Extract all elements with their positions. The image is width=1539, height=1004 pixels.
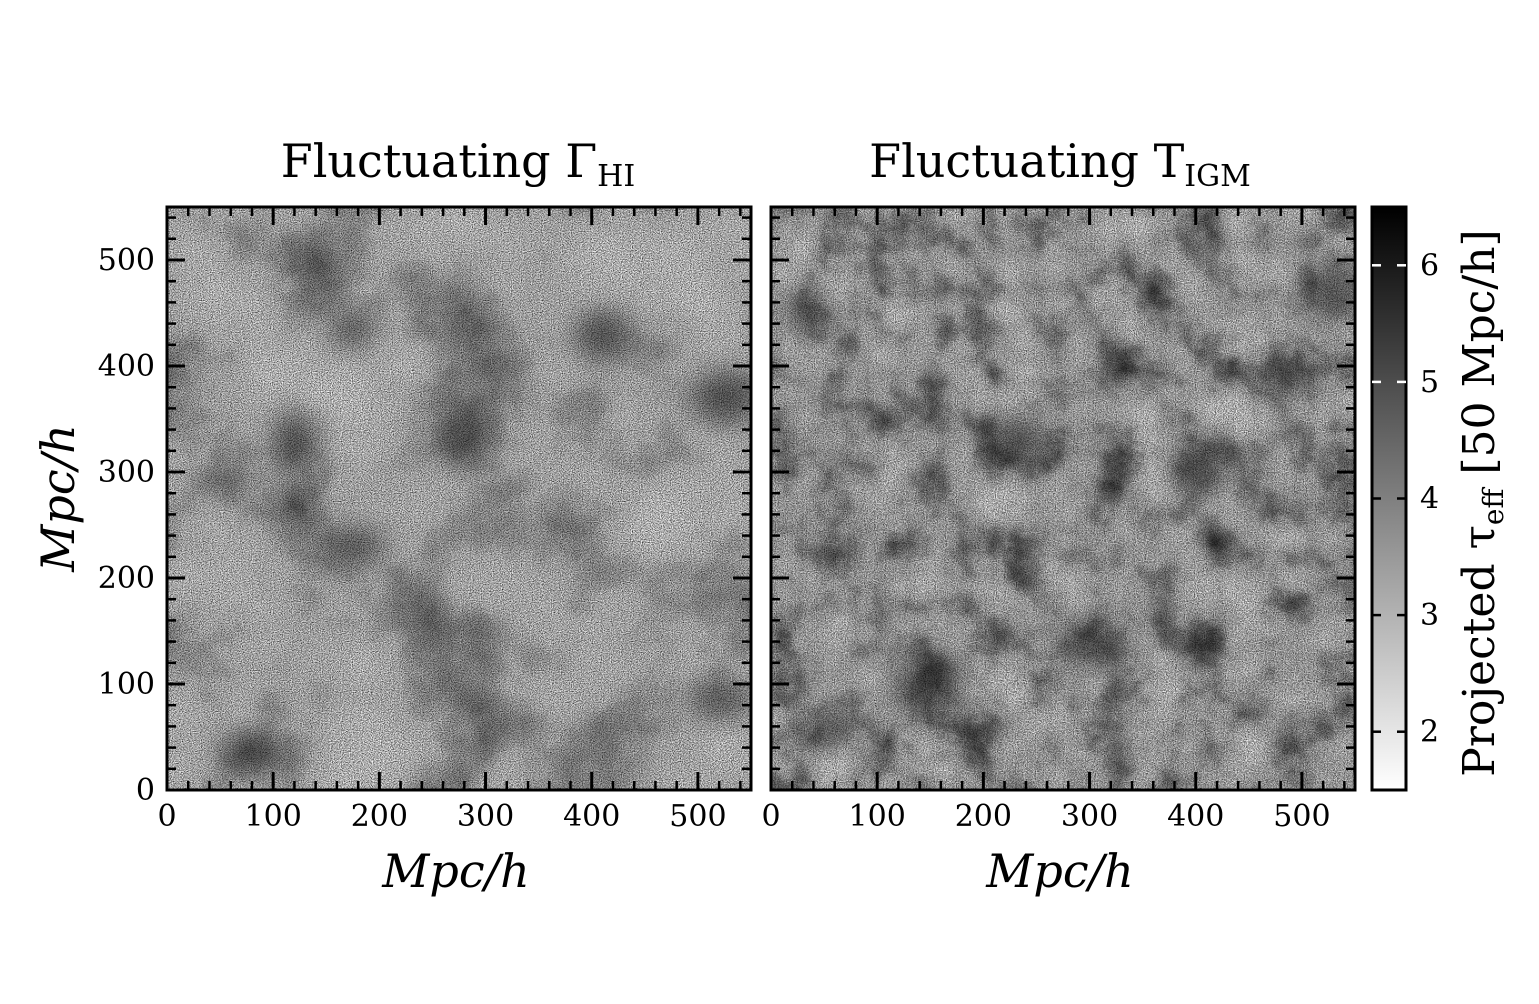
colorbar-tick-label: 5 [1420, 365, 1439, 400]
y-tick-label: 500 [98, 243, 155, 278]
grain [771, 207, 1355, 790]
y-tick-label: 0 [136, 773, 155, 808]
heatmap-left [167, 207, 751, 790]
x-tick-label: 200 [955, 799, 1012, 834]
heatmap-right [771, 207, 1355, 790]
colorbar-tick-label: 6 [1420, 248, 1439, 283]
axis-ticks-left: 0 100 200 300 400 500 0 100 200 300 400 500 [98, 207, 751, 834]
colorbar-tick-label: 4 [1420, 482, 1439, 517]
axes-frame-left [165, 205, 753, 792]
y-tick-label: 300 [98, 455, 155, 490]
grain [167, 207, 751, 790]
x-tick-label: 500 [1273, 799, 1330, 834]
colorbar-ticks: 2 3 4 5 6 [1372, 248, 1439, 750]
x-tick-label: 0 [761, 799, 780, 834]
axes-frame-right [769, 205, 1357, 792]
x-axis-label-left: Mpc/h [381, 844, 529, 898]
x-tick-label: 400 [563, 799, 620, 834]
panel-title-right: Fluctuating TIGM [869, 134, 1251, 194]
panel-title-left: Fluctuating ΓHI [281, 134, 635, 194]
x-tick-label: 0 [157, 799, 176, 834]
y-tick-label: 200 [98, 561, 155, 596]
colorbar-tick-label: 2 [1420, 715, 1439, 750]
colorbar-tick-label: 3 [1420, 598, 1439, 633]
x-tick-label: 100 [849, 799, 906, 834]
x-axis-label-right: Mpc/h [985, 844, 1133, 898]
x-tick-label: 300 [1061, 799, 1118, 834]
x-tick-label: 500 [669, 799, 726, 834]
x-tick-label: 200 [351, 799, 408, 834]
panel-fluctuating-gamma: Fluctuating ΓHI 0 100 200 300 400 500 0 100 200 3… [31, 134, 753, 898]
y-tick-label: 400 [98, 349, 155, 384]
axis-ticks-right: 0 100 200 300 400 500 [761, 207, 1355, 834]
x-tick-label: 100 [245, 799, 302, 834]
x-tick-label: 300 [457, 799, 514, 834]
panel-fluctuating-t: Fluctuating TIGM 0 100 200 300 400 500 Mpc/h [761, 134, 1357, 898]
y-tick-label: 100 [98, 667, 155, 702]
x-tick-label: 400 [1167, 799, 1224, 834]
y-axis-label: Mpc/h [31, 424, 85, 572]
colorbar-label: Projected τeff[50 Mpc/h] [1454, 229, 1510, 776]
colorbar: 2 3 4 5 6 Projected τeff[50 Mpc/h] [1370, 205, 1510, 792]
